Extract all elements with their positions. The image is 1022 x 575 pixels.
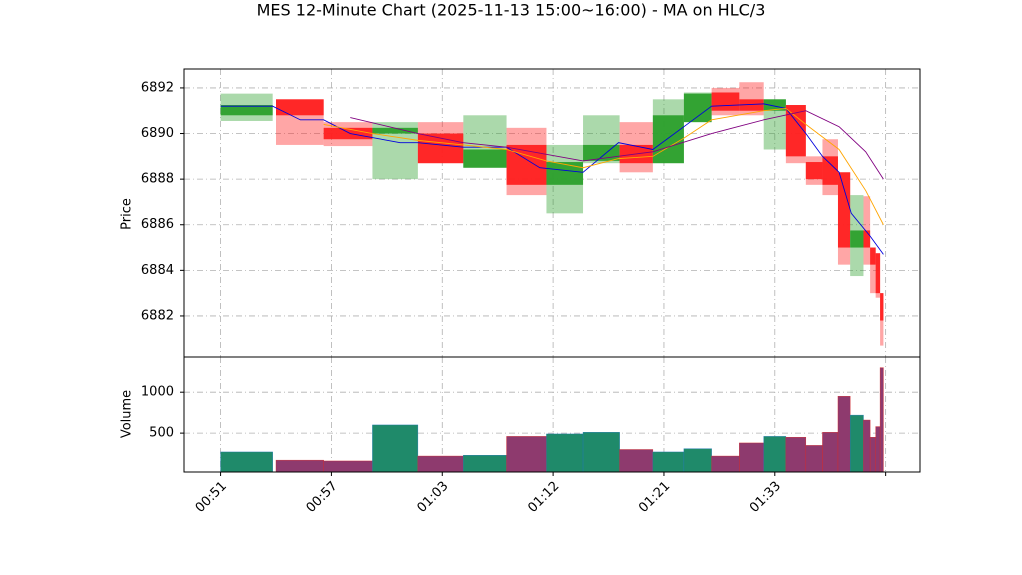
volume-bar bbox=[417, 455, 464, 473]
candle-body bbox=[785, 105, 806, 157]
candle-body bbox=[463, 149, 507, 168]
candle-wick bbox=[763, 99, 786, 150]
volume-bar bbox=[805, 445, 823, 473]
y-tick-label: 6882 bbox=[141, 308, 174, 323]
candle-body bbox=[850, 230, 864, 248]
volume-bar bbox=[785, 437, 807, 473]
volume-bar bbox=[652, 451, 685, 473]
axes-frame bbox=[183, 356, 921, 473]
y-tick-label: 500 bbox=[149, 426, 174, 441]
candle-body bbox=[372, 127, 418, 134]
candle-body bbox=[837, 172, 851, 248]
candle-body bbox=[875, 253, 881, 294]
x-tick-label: 01:03 bbox=[414, 479, 451, 516]
volume-bar bbox=[837, 396, 851, 473]
x-tick-label: 00:51 bbox=[193, 479, 230, 516]
volume-bar bbox=[275, 459, 324, 473]
volume-bar bbox=[546, 433, 584, 473]
candles bbox=[220, 82, 884, 346]
x-tick-label: 01:33 bbox=[747, 479, 784, 516]
candle-body bbox=[546, 162, 584, 185]
volume-bar bbox=[323, 460, 373, 473]
x-tick-label: 00:57 bbox=[304, 479, 341, 516]
candle-body bbox=[711, 92, 740, 111]
volume-bar bbox=[372, 424, 419, 473]
volume-bar bbox=[879, 367, 884, 473]
volume-bar bbox=[869, 437, 876, 473]
volume-bar bbox=[619, 449, 654, 473]
candle-body bbox=[870, 247, 876, 265]
candle-body bbox=[323, 127, 373, 140]
volume-bar bbox=[875, 426, 881, 473]
volume-bar bbox=[711, 455, 740, 473]
candle-body bbox=[739, 99, 764, 111]
ma-line bbox=[323, 107, 884, 225]
candle-body bbox=[880, 293, 884, 321]
ma-line bbox=[350, 110, 884, 180]
candle-wick bbox=[870, 247, 876, 294]
volume-bar bbox=[582, 432, 620, 473]
y-tick-label: 6888 bbox=[141, 172, 174, 187]
volume-bar bbox=[849, 414, 864, 473]
y-tick-label: 6884 bbox=[141, 263, 174, 278]
candle-body bbox=[822, 156, 838, 185]
volume-bar bbox=[220, 451, 273, 473]
volume-bar bbox=[863, 419, 871, 473]
candle-body bbox=[276, 99, 324, 116]
chart-title: MES 12-Minute Chart (2025-11-13 15:00~16… bbox=[257, 1, 766, 20]
x-tick-label: 01:12 bbox=[525, 479, 562, 516]
y-tick-label: 1000 bbox=[141, 385, 174, 400]
volume-bar bbox=[763, 436, 787, 473]
candle-body bbox=[763, 99, 786, 111]
candle-body bbox=[220, 105, 273, 116]
candle-body bbox=[863, 230, 871, 248]
volume-bar bbox=[683, 448, 712, 473]
volume-bar bbox=[739, 442, 764, 473]
volume-bar bbox=[506, 436, 547, 473]
y-tick-label: 6890 bbox=[141, 126, 174, 141]
volume-bar bbox=[463, 455, 507, 473]
candle-wick bbox=[863, 196, 871, 265]
x-tick-label: 01:21 bbox=[636, 479, 673, 516]
candle-body bbox=[652, 115, 684, 164]
candle-body bbox=[683, 93, 712, 123]
y-axis-label: Volume bbox=[120, 390, 135, 438]
candle-body bbox=[805, 162, 823, 180]
volume-bar bbox=[822, 432, 839, 473]
y-tick-label: 6886 bbox=[141, 217, 174, 232]
y-tick-label: 6892 bbox=[141, 80, 174, 95]
y-axis-label: Price bbox=[120, 198, 135, 230]
ma-line bbox=[220, 103, 884, 255]
